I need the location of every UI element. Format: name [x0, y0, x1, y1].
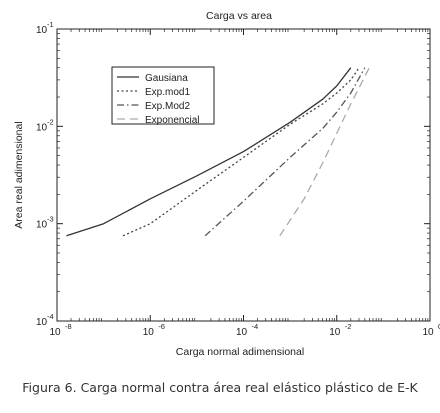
tick-labels: 10-810-610-410-210010-410-310-210-1	[36, 20, 440, 338]
x-tick-exponent: -4	[252, 322, 259, 331]
x-axis-label: Carga normal adimensional	[176, 346, 304, 358]
legend-label-exp-mod1: Exp.mod1	[145, 87, 190, 98]
series-lines	[66, 67, 370, 237]
y-axis-label: Area real adimensional	[13, 121, 25, 228]
x-tick-label: 10	[143, 327, 155, 338]
series-line-gausiana	[66, 67, 352, 237]
y-tick-label: 10	[36, 317, 48, 328]
figure-caption: Figura 6. Carga normal contra área real …	[22, 380, 418, 395]
x-tick-label: 10	[236, 327, 248, 338]
series-line-exponencial	[279, 67, 370, 237]
y-tick-label: 10	[36, 220, 48, 231]
legend: Gausiana Exp.mod1 Exp.Mod2 Exponencial	[111, 66, 215, 126]
y-tick-exponent: -1	[47, 20, 54, 29]
legend-label-gausiana: Gausiana	[145, 73, 188, 84]
axis-ticks	[56, 28, 431, 322]
x-tick-exponent: 0	[438, 322, 440, 331]
y-tick-exponent: -4	[47, 312, 54, 321]
x-tick-label: 10	[329, 327, 341, 338]
y-tick-exponent: -2	[47, 117, 54, 126]
legend-label-exponencial: Exponencial	[145, 115, 199, 126]
x-tick-exponent: -2	[345, 322, 352, 331]
legend-label-exp-mod2: Exp.Mod2	[145, 101, 190, 112]
y-tick-label: 10	[36, 122, 48, 133]
series-line-exp-mod2	[204, 67, 366, 237]
x-tick-exponent: -6	[158, 322, 165, 331]
y-tick-exponent: -3	[47, 215, 54, 224]
x-tick-label: 10	[422, 327, 434, 338]
x-tick-exponent: -8	[65, 322, 72, 331]
chart-title: Carga vs area	[206, 10, 272, 22]
y-tick-label: 10	[36, 25, 48, 36]
series-line-exp-mod1	[122, 67, 360, 237]
x-tick-label: 10	[49, 327, 61, 338]
